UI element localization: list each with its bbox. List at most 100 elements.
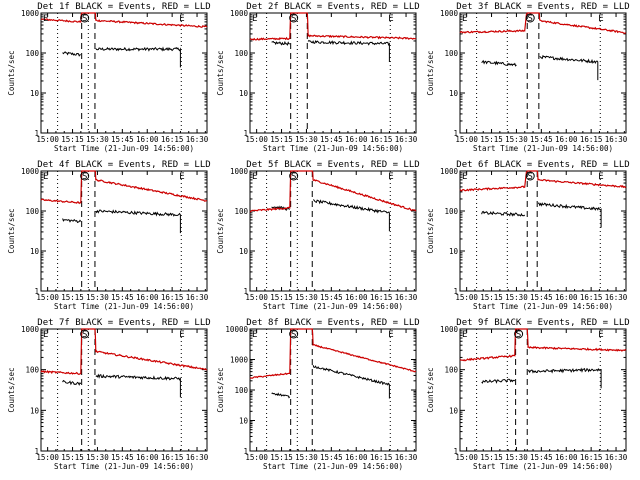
- marker-e-right: E: [388, 172, 393, 182]
- x-tick-label: 16:00: [345, 453, 368, 462]
- x-tick-label: 16:15: [161, 453, 184, 462]
- marker-s-circle: [289, 13, 299, 23]
- x-tick-label: 16:00: [555, 293, 578, 302]
- marker-s-circle: [525, 171, 535, 181]
- y-tick-label: 100: [234, 49, 248, 58]
- marker-e-right: E: [598, 14, 603, 24]
- x-tick-label: 16:00: [136, 135, 159, 144]
- panel-title: Det 4f BLACK = Events, RED = LLD: [37, 160, 210, 170]
- marker-e-left: E: [43, 14, 48, 24]
- marker-s: S: [291, 14, 296, 24]
- x-axis-label: Start Time (21-Jun-09 14:56:00): [263, 144, 403, 153]
- marker-e-right: E: [598, 330, 603, 340]
- x-tick-label: 15:30: [86, 135, 109, 144]
- x-tick-label: 15:00: [245, 293, 268, 302]
- plot-frame: [40, 170, 208, 292]
- x-tick-label: 15:45: [320, 135, 343, 144]
- plot-frame: [40, 328, 208, 452]
- events-series-line: [62, 218, 82, 224]
- events-series-line: [481, 59, 517, 67]
- x-tick-label: 15:15: [480, 453, 503, 462]
- marker-s: S: [82, 172, 87, 182]
- x-tick-label: 15:45: [111, 453, 134, 462]
- marker-e-left: E: [462, 330, 467, 340]
- y-axis-label: Counts/sec: [7, 208, 16, 253]
- y-tick-label: 10: [30, 89, 40, 98]
- x-tick-label: 16:15: [370, 453, 393, 462]
- x-axis-label: Start Time (21-Jun-09 14:56:00): [54, 302, 194, 311]
- marker-e-right: E: [179, 330, 184, 340]
- y-tick-label: 10: [30, 247, 40, 256]
- marker-s-circle: [80, 171, 90, 181]
- x-tick-label: 15:15: [480, 293, 503, 302]
- events-series-line: [481, 378, 516, 384]
- y-tick-label: 100: [25, 207, 39, 216]
- marker-e-left: E: [252, 330, 257, 340]
- events-series-line: [271, 40, 290, 46]
- lld-series-line: [249, 12, 417, 41]
- plot-frame: [40, 12, 208, 134]
- panel-title: Det 8f BLACK = Events, RED = LLD: [246, 318, 419, 328]
- y-tick-label: 10: [239, 417, 249, 426]
- y-axis-label: Counts/sec: [216, 367, 225, 412]
- x-tick-label: 15:00: [36, 135, 59, 144]
- marker-s-circle: [289, 329, 299, 339]
- y-axis-label: Counts/sec: [7, 367, 16, 412]
- marker-s-circle: [514, 329, 524, 339]
- marker-s-circle: [80, 329, 90, 339]
- marker-e-left: E: [462, 14, 467, 24]
- y-tick-label: 100: [25, 49, 39, 58]
- y-axis-label: Counts/sec: [216, 208, 225, 253]
- x-tick-label: 15:15: [61, 135, 84, 144]
- x-tick-label: 16:15: [161, 293, 184, 302]
- marker-e-left: E: [43, 172, 48, 182]
- x-tick-label: 15:15: [270, 135, 293, 144]
- x-tick-label: 16:00: [345, 293, 368, 302]
- marker-s: S: [291, 172, 296, 182]
- x-tick-label: 16:30: [395, 135, 418, 144]
- y-axis-label: Counts/sec: [426, 367, 435, 412]
- panel-title: Det 2f BLACK = Events, RED = LLD: [246, 2, 419, 12]
- y-tick-label: 1: [34, 287, 39, 296]
- x-tick-label: 16:30: [186, 453, 209, 462]
- y-tick-label: 1000: [230, 356, 249, 365]
- x-tick-label: 15:45: [111, 135, 134, 144]
- x-tick-label: 15:15: [480, 135, 503, 144]
- marker-e-right: E: [388, 14, 393, 24]
- events-series-line: [271, 392, 291, 399]
- x-tick-label: 15:30: [295, 135, 318, 144]
- lld-series-line: [459, 12, 627, 34]
- x-tick-label: 16:00: [136, 293, 159, 302]
- x-tick-label: 15:15: [270, 453, 293, 462]
- x-tick-label: 16:15: [370, 135, 393, 144]
- x-axis-label: Start Time (21-Jun-09 14:56:00): [54, 144, 194, 153]
- x-tick-label: 16:30: [605, 135, 628, 144]
- events-series-line: [539, 54, 599, 81]
- events-series-line: [271, 205, 290, 211]
- x-tick-label: 16:15: [370, 293, 393, 302]
- x-tick-label: 15:00: [455, 135, 478, 144]
- marker-e-right: E: [179, 14, 184, 24]
- x-tick-label: 16:15: [580, 135, 603, 144]
- y-tick-label: 10: [239, 247, 249, 256]
- plot-frame: [249, 328, 417, 452]
- y-tick-label: 1: [243, 129, 248, 138]
- y-tick-label: 1000: [440, 325, 459, 334]
- plot-frame: [249, 170, 417, 292]
- y-tick-label: 100: [234, 207, 248, 216]
- events-series-line: [95, 46, 181, 68]
- lld-series-line: [249, 170, 417, 213]
- marker-s: S: [82, 14, 87, 24]
- y-tick-label: 1000: [440, 167, 459, 176]
- x-tick-label: 16:15: [161, 135, 184, 144]
- x-tick-label: 15:45: [530, 135, 553, 144]
- events-series-line: [95, 209, 181, 234]
- x-tick-label: 15:30: [295, 293, 318, 302]
- y-tick-label: 1: [453, 129, 458, 138]
- marker-s: S: [291, 330, 296, 340]
